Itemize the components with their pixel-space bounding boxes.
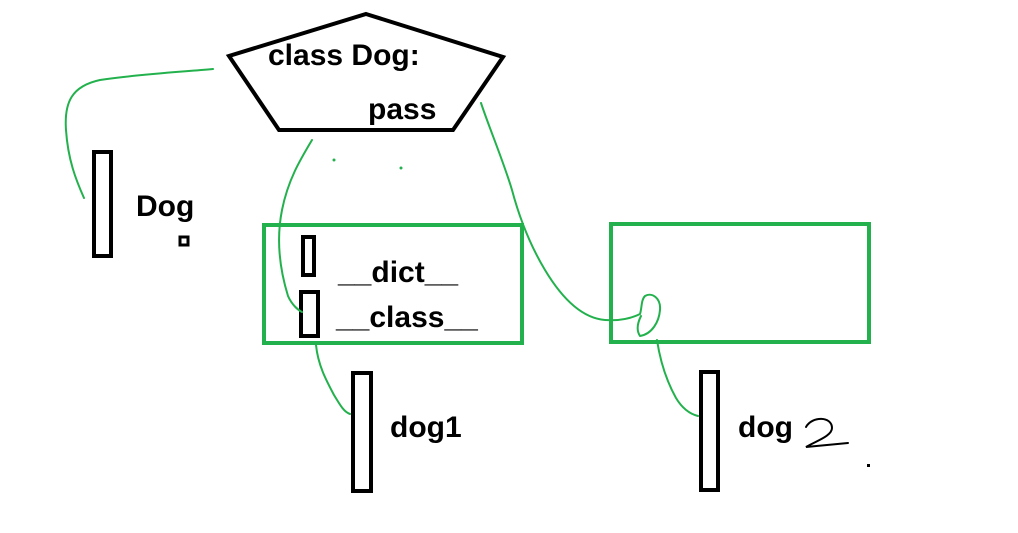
stray-mark [178, 235, 190, 247]
instance1-variable-label: dog1 [390, 411, 462, 444]
reference-dog2-to-instance2 [656, 339, 699, 417]
class-pentagon-shape [225, 11, 507, 132]
handwritten-two [805, 417, 849, 448]
class-definition-line1: class Dog: [268, 39, 420, 72]
reference-class-slot-to-class [278, 139, 313, 313]
instance2-variable-label: dog [738, 411, 793, 444]
instance2-box [609, 222, 871, 344]
instance1-class-slot [299, 290, 320, 338]
reference-dog1-to-instance1 [315, 344, 351, 415]
reference-arrows [64, 68, 699, 417]
stray-dot [867, 464, 870, 467]
instance1-variable-box [351, 371, 373, 493]
instance1-object: __dict__ __class__ [262, 223, 524, 345]
class-variable: Dog [92, 150, 194, 258]
instance1-dict-label: __dict__ [337, 256, 458, 289]
instance2-object [609, 222, 871, 344]
green-dot-1 [332, 158, 336, 162]
instance1-dict-slot [301, 235, 316, 277]
green-dot-2 [399, 166, 403, 170]
reference-instance2-to-class [480, 102, 662, 337]
class-definition-line2: pass [368, 93, 436, 126]
reference-dog-to-class [64, 68, 214, 199]
instance2-variable: dog [699, 370, 870, 492]
instance1-box [262, 223, 524, 345]
class-variable-label: Dog [136, 190, 194, 223]
class-object: class Dog: pass [225, 11, 507, 132]
class-variable-box [92, 150, 113, 258]
instance1-variable: dog1 [351, 371, 462, 493]
instance2-variable-box [699, 370, 720, 492]
instance1-class-label: __class__ [335, 301, 478, 334]
